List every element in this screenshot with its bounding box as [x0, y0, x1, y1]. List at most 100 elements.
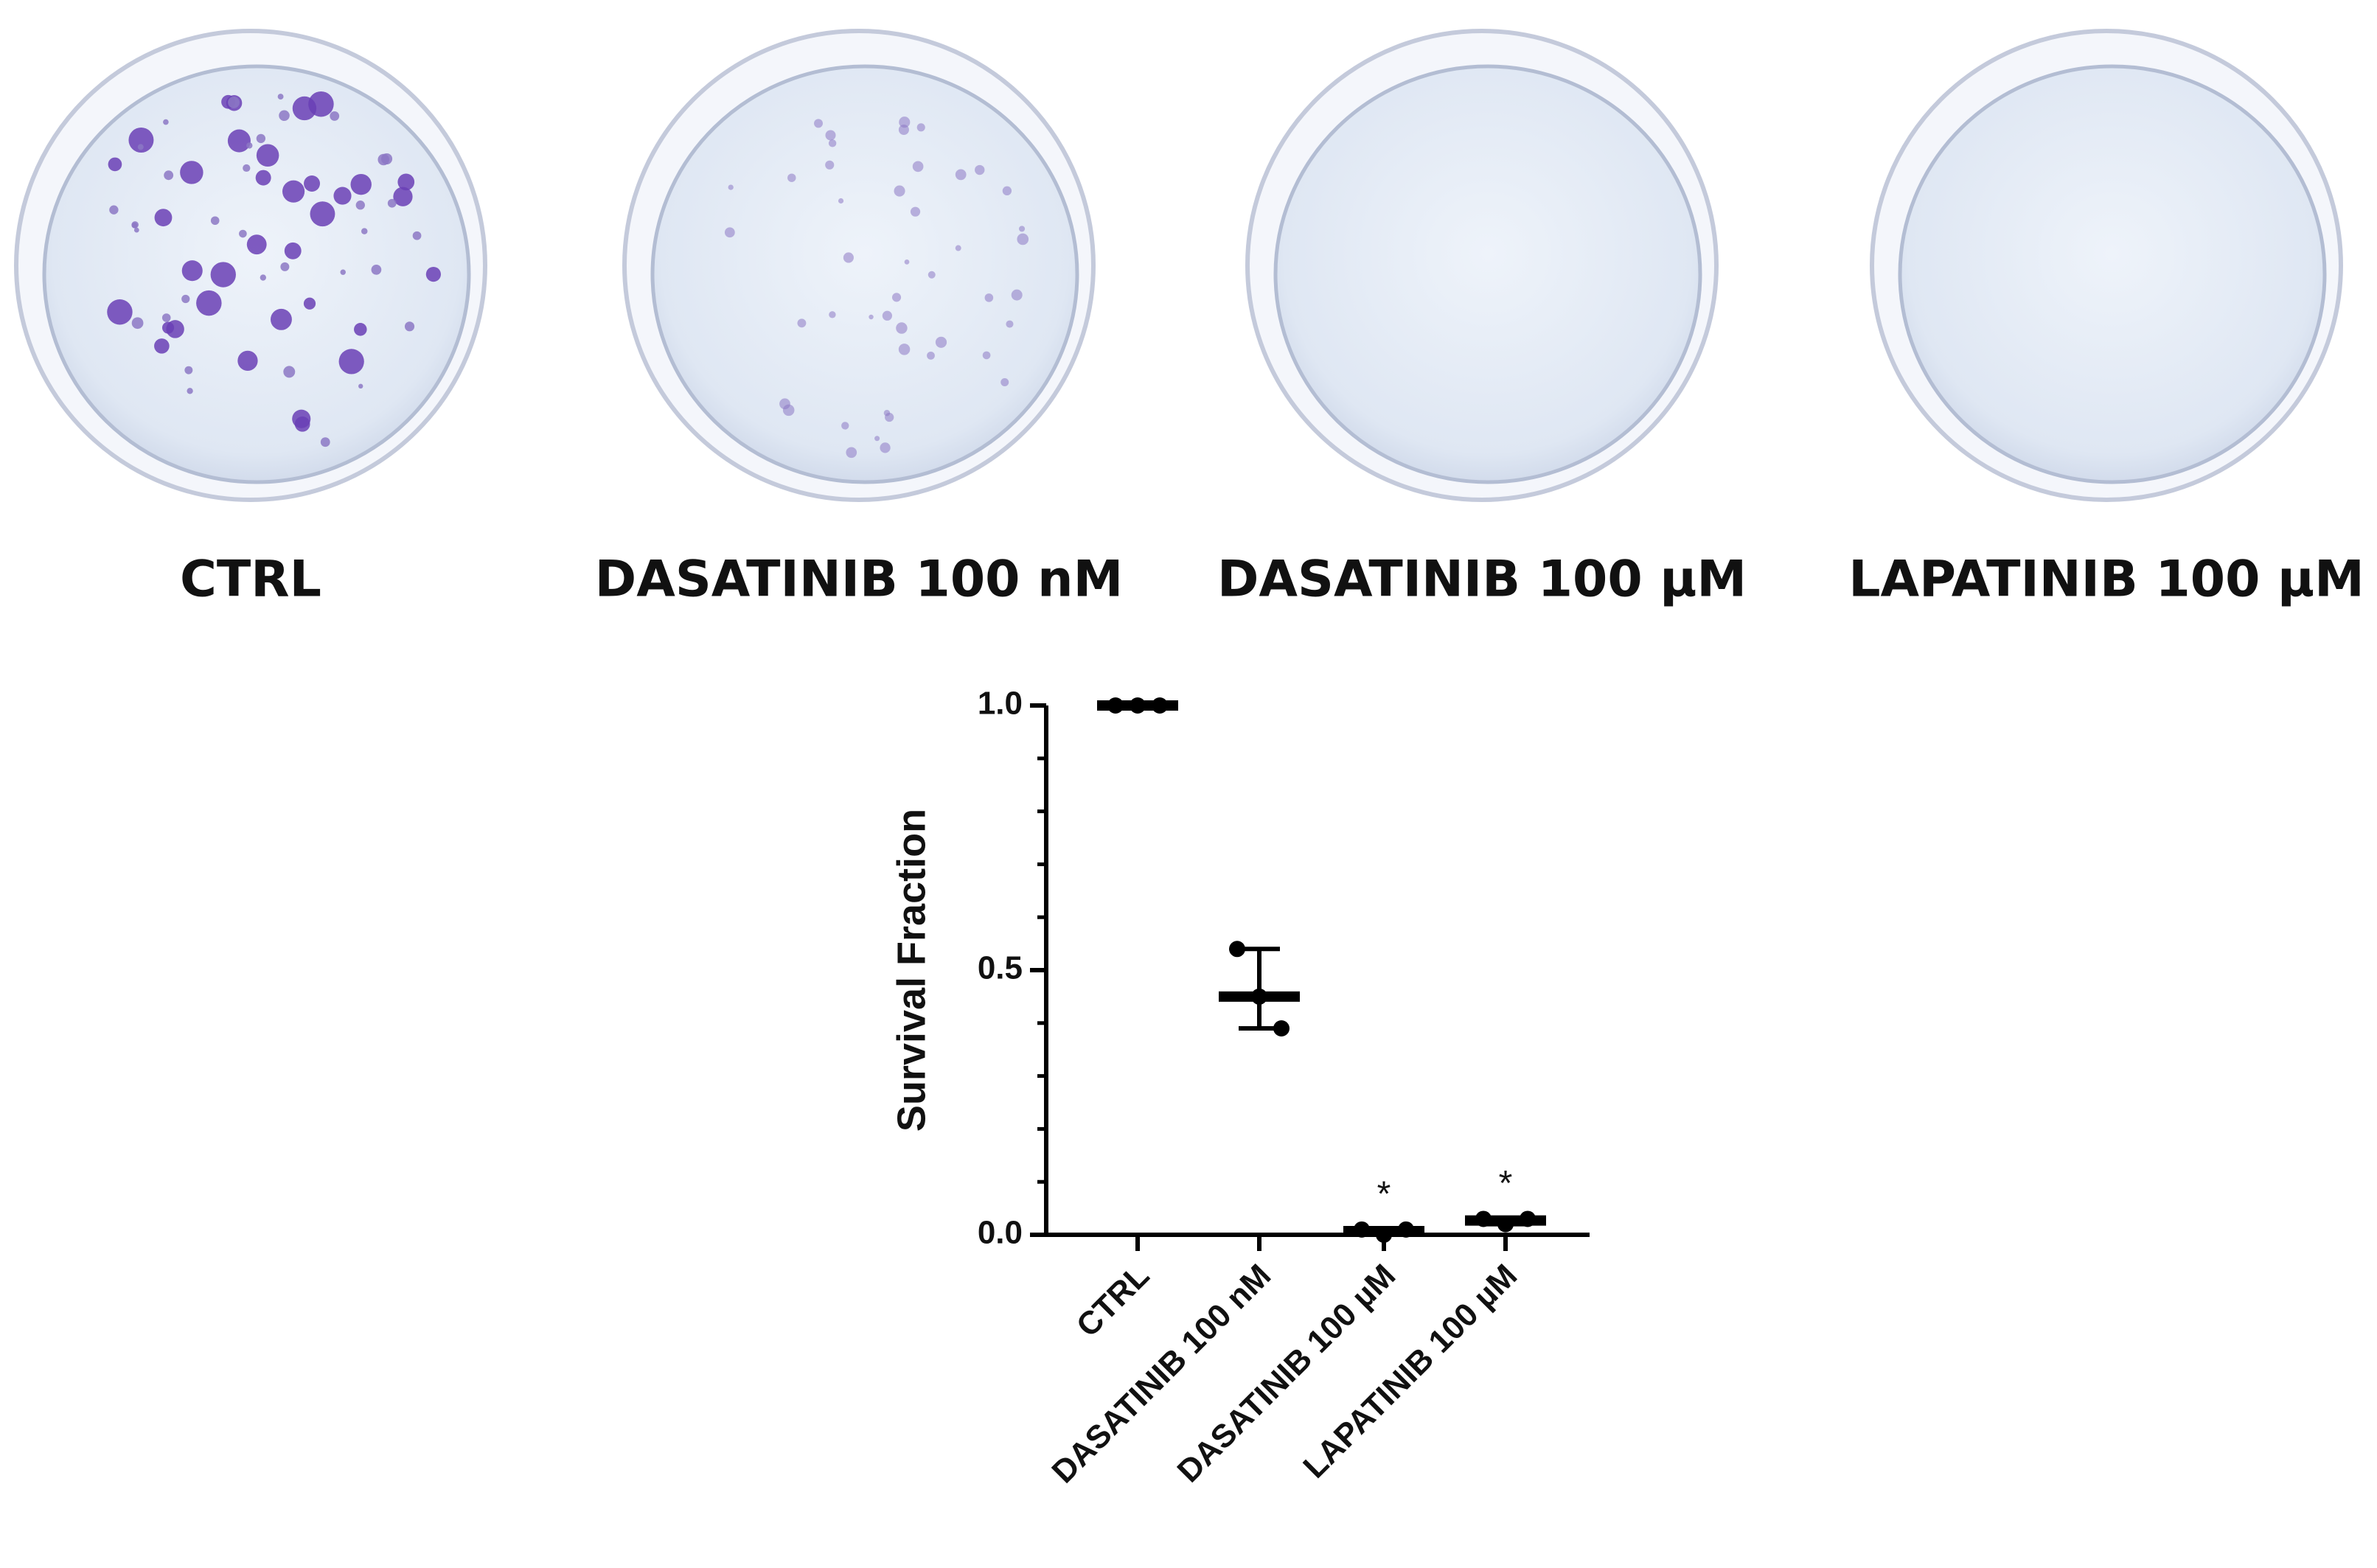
y-tick-label: 0.0: [978, 1215, 1023, 1251]
colony: [899, 116, 911, 128]
colony: [846, 447, 857, 459]
colony: [340, 269, 346, 275]
colony: [935, 336, 947, 348]
colony: [181, 294, 190, 304]
colony: [825, 130, 836, 141]
colony: [982, 351, 991, 360]
colony: [109, 205, 119, 215]
colony: [181, 260, 203, 282]
colony: [355, 201, 365, 210]
y-tick-label: 1.0: [978, 686, 1023, 722]
colony: [787, 173, 796, 182]
colony: [260, 274, 266, 281]
data-point: [1354, 1221, 1370, 1238]
colony: [187, 388, 193, 394]
colony: [361, 228, 368, 234]
data-point: [1229, 941, 1245, 958]
colony: [814, 119, 824, 128]
dish-base: [1898, 64, 2327, 484]
colony: [377, 153, 390, 166]
colony: [154, 338, 170, 354]
colony: [894, 185, 905, 197]
data-point: [1475, 1210, 1492, 1227]
colony: [277, 94, 284, 100]
colony: [1019, 226, 1026, 232]
colony: [354, 323, 367, 336]
colony: [874, 436, 880, 442]
colony: [916, 123, 925, 132]
data-point: [1497, 1216, 1514, 1233]
colony: [912, 161, 924, 173]
colony: [928, 271, 936, 279]
colony: [724, 227, 735, 238]
x-tick-label: CTRL: [1070, 1258, 1157, 1345]
colony: [228, 96, 240, 108]
colony: [1002, 186, 1012, 196]
photo-label: DASATINIB 100 µM: [1217, 551, 1747, 609]
y-tick-label: 0.5: [978, 950, 1023, 986]
colony: [797, 318, 807, 328]
colony: [825, 160, 835, 170]
colony: [256, 144, 279, 167]
data-point: [1251, 988, 1267, 1005]
data-point: [1273, 1020, 1290, 1036]
colony: [412, 231, 422, 240]
colony: [338, 349, 364, 374]
colony: [161, 313, 171, 322]
colony: [292, 409, 311, 428]
colony: [841, 422, 849, 430]
colony: [227, 129, 251, 153]
significance-mark: *: [1377, 1174, 1391, 1213]
colony: [180, 161, 203, 184]
photo-label: DASATINIB 100 nM: [595, 551, 1124, 609]
colony: [975, 164, 985, 175]
colony: [108, 157, 122, 172]
colony: [107, 299, 133, 325]
dish-base: [650, 64, 1079, 484]
colony: [239, 229, 247, 238]
data-point: [1107, 697, 1124, 714]
colony: [246, 142, 253, 149]
colony: [308, 91, 334, 117]
colony: [828, 139, 837, 147]
x-tick-label: LAPATINIB 100 µM: [1296, 1258, 1524, 1485]
colony: [133, 227, 139, 233]
colony: [891, 293, 902, 302]
colony: [910, 206, 921, 217]
colony: [728, 184, 734, 190]
colony: [256, 133, 266, 144]
colony: [371, 264, 382, 275]
x-tick-label: DASATINIB 100 µM: [1171, 1258, 1403, 1490]
colony: [283, 366, 296, 378]
colony: [237, 350, 258, 372]
colony: [425, 266, 441, 282]
colony: [1000, 378, 1009, 387]
colony: [1006, 320, 1014, 328]
colony: [333, 187, 352, 205]
dish-base: [1273, 64, 1702, 484]
colony: [1017, 233, 1029, 245]
colony: [330, 111, 340, 121]
colony: [164, 170, 174, 181]
dish-base: [42, 64, 471, 484]
colony: [131, 221, 139, 229]
colony: [304, 175, 321, 192]
colony: [397, 173, 415, 191]
colony: [196, 290, 222, 316]
colony: [880, 442, 891, 453]
x-tick-label: DASATINIB 100 nM: [1045, 1258, 1278, 1491]
colony: [904, 259, 910, 265]
colony: [184, 366, 193, 374]
colony: [128, 128, 154, 153]
colony: [955, 245, 961, 251]
y-axis-label: Survival Fraction: [889, 809, 933, 1132]
photo-label: LAPATINIB 100 µM: [1848, 551, 2364, 609]
photo-label: CTRL: [180, 551, 321, 609]
colony: [387, 198, 397, 208]
colony: [210, 216, 220, 226]
colony: [243, 164, 251, 173]
colony: [279, 110, 290, 122]
colony: [282, 180, 305, 203]
colony: [350, 173, 372, 195]
